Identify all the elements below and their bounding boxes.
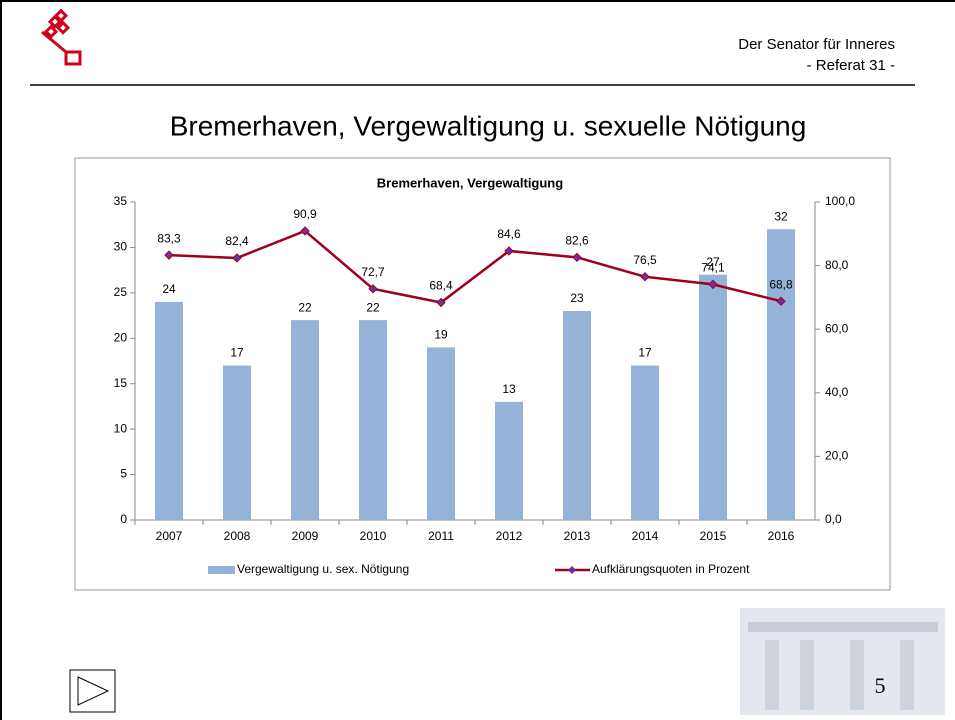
x-tick-label: 2008: [224, 529, 251, 543]
legend-marker: [568, 566, 576, 574]
bar: [495, 401, 523, 520]
bar: [155, 301, 183, 520]
x-tick-label: 2007: [156, 529, 183, 543]
line-marker: [300, 226, 310, 236]
y-tick-label: 5: [120, 467, 127, 481]
bar: [223, 365, 251, 520]
bar-value-label: 22: [298, 300, 312, 314]
x-tick-label: 2013: [564, 529, 591, 543]
line-value-label: 68,4: [429, 279, 453, 293]
legend-swatch: [208, 566, 235, 574]
building-image: [740, 608, 945, 715]
line-value-label: 83,3: [157, 231, 181, 245]
y2-tick-label: 100,0: [825, 194, 855, 208]
bar-value-label: 17: [638, 346, 652, 360]
y2-tick-label: 20,0: [825, 449, 849, 463]
x-tick-label: 2014: [632, 529, 659, 543]
line-marker: [436, 297, 446, 308]
y-tick-label: 20: [114, 330, 128, 344]
y-tick-label: 10: [114, 421, 128, 435]
y-tick-label: 30: [114, 240, 128, 254]
x-tick-label: 2012: [496, 529, 523, 543]
page-number: 5: [875, 673, 886, 698]
bar: [563, 311, 591, 520]
x-tick-label: 2010: [360, 529, 387, 543]
x-tick-label: 2016: [768, 529, 795, 543]
x-tick-label: 2011: [428, 529, 454, 543]
bar-value-label: 19: [434, 328, 448, 342]
line-value-label: 82,4: [225, 234, 249, 248]
line-value-label: 74,1: [701, 261, 725, 275]
header-org: Der Senator für Inneres: [738, 36, 895, 53]
bar: [767, 229, 795, 520]
plot: 0 5 10 15 20 25 30 35 0,0 20,0 40,0 60,0 80,0 100,0 20…: [114, 194, 856, 576]
line-marker: [572, 252, 582, 263]
line-value-label: 68,8: [769, 277, 793, 291]
bar-value-label: 17: [230, 346, 244, 360]
legend-label: Vergewaltigung u. sex. Nötigung: [237, 562, 409, 576]
bar: [699, 274, 727, 520]
bar: [631, 365, 659, 520]
bar: [359, 320, 387, 520]
header-unit: - Referat 31 -: [807, 57, 895, 74]
y2-tick-label: 40,0: [825, 385, 849, 399]
bar-value-label: 22: [366, 300, 380, 314]
bar-value-label: 13: [502, 382, 516, 396]
line-marker: [368, 284, 378, 294]
line-marker: [504, 246, 514, 256]
line-value-label: 84,6: [497, 227, 521, 241]
line-value-label: 90,9: [293, 207, 317, 221]
line-value-label: 72,7: [361, 265, 385, 279]
x-tick-label: 2009: [292, 529, 319, 543]
bar: [291, 320, 319, 520]
slide-title: Bremerhaven, Vergewaltigung u. sexuelle …: [170, 110, 807, 141]
bar-value-label: 27: [706, 255, 720, 269]
y-tick-label: 25: [114, 285, 128, 299]
y2-tick-label: 60,0: [825, 321, 849, 335]
bar-value-label: 23: [570, 291, 584, 305]
line-value-label: 76,5: [633, 253, 657, 267]
line-marker: [232, 253, 242, 263]
bar-value-label: 32: [774, 209, 788, 223]
x-tick-label: 2015: [700, 529, 727, 543]
line-marker: [776, 296, 786, 306]
logo: [41, 8, 82, 66]
y2-tick-label: 80,0: [825, 258, 849, 272]
chart-title: Bremerhaven, Vergewaltigung: [377, 175, 563, 190]
line-marker: [164, 250, 174, 260]
chart-frame: [74, 157, 891, 591]
next-icon: [77, 676, 110, 706]
bar: [427, 347, 455, 520]
line: [168, 229, 782, 304]
line-marker: [708, 279, 718, 290]
y-tick-label: 0: [120, 512, 127, 526]
y-tick-label: 15: [114, 376, 128, 390]
line-value-label: 82,6: [565, 234, 589, 248]
y2-tick-label: 0,0: [825, 512, 842, 526]
legend-label: Aufklärungsquoten in Prozent: [592, 562, 750, 576]
line-marker: [640, 272, 650, 282]
y-tick-label: 35: [114, 194, 128, 208]
bar-value-label: 24: [162, 282, 176, 296]
